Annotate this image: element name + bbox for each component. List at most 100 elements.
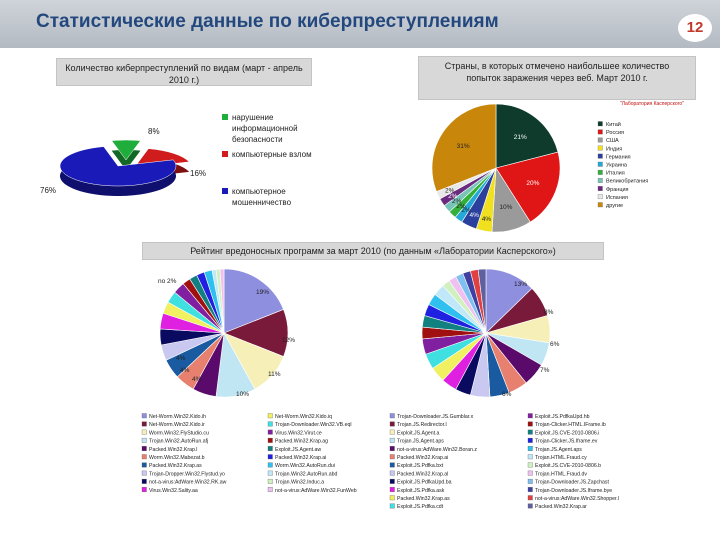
ranking-left-pie-slice <box>167 291 225 334</box>
ranking-right-legend-label: Exploit.JS.PdfkaUpd.ba <box>397 480 452 486</box>
chart2-legend-swatch <box>597 153 603 159</box>
ranking-right-legend-swatch <box>527 503 533 509</box>
chart2-slice <box>436 167 497 200</box>
ranking-left-legend-label: Packed.Win32.Krap.as <box>149 463 202 469</box>
chart1-legend-swatch <box>222 151 228 157</box>
chart2-value-label: 2% <box>445 187 455 194</box>
ranking-right-pie-slice <box>462 270 487 334</box>
ranking-right-pie-slice <box>421 332 487 355</box>
ranking-left-legend-swatch <box>267 478 273 484</box>
ranking-right-pie-slice <box>421 315 487 334</box>
ranking-right-pie-slice <box>485 332 527 394</box>
ranking-right-legend-swatch <box>527 454 533 460</box>
ranking-left-pie-slice <box>223 268 284 334</box>
title-bar <box>0 0 720 48</box>
page-number-badge: 12 <box>678 14 712 42</box>
chart2-legend-label: Германия <box>606 154 631 160</box>
ranking-left-pie-value-label: 10% <box>236 391 249 398</box>
chart2-legend-swatch <box>597 121 603 127</box>
chart2-value-label: 4% <box>469 212 479 219</box>
ranking-left-pie-slice <box>162 301 225 334</box>
chart2-slice <box>439 167 497 207</box>
ranking-right-legend-swatch <box>527 470 533 476</box>
ranking-left-legend-swatch <box>267 413 273 419</box>
ranking-left-legend-label: Net-Worm.Win32.Kido.ih <box>149 414 206 420</box>
chart2-countries-pie <box>431 103 561 233</box>
ranking-left-pie-value-label: 4% <box>180 367 190 374</box>
ranking-right-legend-swatch <box>389 503 395 509</box>
ranking-left-pie-value-label: 4% <box>192 376 202 383</box>
ranking-right-legend-label: not-a-virus:AdWare.Win32.Shopper.l <box>535 496 619 502</box>
ranking-left-legend-label: Trojan-Downloader.Win32.VB.eql <box>275 422 352 428</box>
ranking-left-legend-label: Trojan-Dropper.Win32.Flystud.yo <box>149 471 225 477</box>
ranking-right-legend-label: Exploit.JS.Agent.a <box>397 430 440 436</box>
chart2-slice <box>461 167 497 230</box>
chart2-legend-label: США <box>606 138 619 144</box>
ranking-right-pie-slice <box>485 332 542 384</box>
chart2-slice <box>475 167 497 233</box>
ranking-right-pie-slice <box>421 326 487 340</box>
ranking-right-pie-value-label: 6% <box>502 391 512 398</box>
ranking-left-legend-label: not-a-virus:AdWare.Win32.FunWeb <box>275 488 357 494</box>
chart2-legend-swatch <box>597 137 603 143</box>
chart1-slice-side <box>134 158 190 178</box>
chart2-legend-label: другие <box>606 203 623 209</box>
chart2-legend-swatch <box>597 129 603 135</box>
ranking-left-pie-value-label: no 2% <box>158 278 177 285</box>
ranking-left-legend-label: Trojan.Win32.AutoRun.abd <box>275 471 337 477</box>
ranking-right-legend-label: Trojan.JS.Agent.aps <box>535 447 582 453</box>
ranking-right-legend-label: Trojan.JS.Agent.aps <box>397 439 444 445</box>
ranking-right-legend-swatch <box>527 478 533 484</box>
ranking-left-legend-swatch <box>267 487 273 492</box>
chart1-slice <box>133 148 190 178</box>
ranking-right-legend-label: Exploit.JS.Pdfka.bxt <box>397 463 444 469</box>
chart2-legend-label: Индия <box>606 146 622 152</box>
ranking-left-legend-swatch <box>267 454 273 460</box>
chart2-legend-swatch <box>597 194 603 200</box>
ranking-right-legend-swatch <box>527 462 533 468</box>
ranking-left-pie-value-label: 4% <box>176 355 186 362</box>
chart1-slices <box>59 139 190 197</box>
chart2-value-label: 4% <box>482 216 492 223</box>
ranking-right-pie-value-label: 6% <box>550 341 560 348</box>
ranking-left-pie-slice <box>203 269 225 334</box>
chart2-legend-swatch <box>597 178 603 183</box>
ranking-left-legend-swatch <box>141 413 147 419</box>
ranking-right-legend-label: Trojan-Clicker.HTML.IFrame.ib <box>535 422 606 428</box>
ranking-right-legend-label: Trojan-Downloader.JS.Iframe.bye <box>535 488 612 494</box>
ranking-right-legend-swatch <box>389 421 395 427</box>
ranking-right-pie-slice <box>434 285 487 334</box>
chart1-slice-top <box>59 146 177 187</box>
chart1-legend-label: нарушение <box>232 113 274 122</box>
ranking-right-legend-swatch <box>389 478 395 484</box>
chart1-slice-top <box>133 148 190 169</box>
ranking-left-legend-label: Worm.Win32.FlyStudio.cu <box>149 430 209 436</box>
ranking-right-legend-swatch <box>389 454 395 460</box>
ranking-left-legend-label: Packed.Win32.Krap.ai <box>275 455 326 461</box>
chart1-legend-swatch <box>222 114 228 120</box>
ranking-left-legend-swatch <box>141 462 147 468</box>
chart1-legend-label: мошенничество <box>232 198 292 207</box>
chart1-legend-swatch <box>222 188 228 194</box>
ranking-right-pie-slice <box>442 332 487 390</box>
ranking-right-legend-swatch <box>389 470 395 476</box>
ranking-right-legend-label: Packed.Win32.Krap.as <box>397 496 450 502</box>
ranking-left-legend-label: Trojan.Win32.Induc.a <box>275 480 324 486</box>
ranking-right-legend-label: Trojan-Downloader.JS.Zapchast <box>535 480 609 486</box>
chart1-legend-label: компьютерное <box>232 187 286 196</box>
chart2-legend-swatch <box>597 145 603 151</box>
chart2-value-label: 20% <box>526 180 539 187</box>
ranking-right-legend-swatch <box>527 437 533 443</box>
ranking-right-legend-swatch <box>527 495 533 501</box>
ranking-left-pie-slice <box>159 328 225 346</box>
chart2-legend-swatch <box>597 161 603 167</box>
ranking-right-legend-swatch <box>527 487 533 492</box>
ranking-left-pie <box>159 268 289 398</box>
chart2-slice <box>443 167 497 213</box>
ranking-right-legend-swatch <box>527 421 533 427</box>
ranking-right-legend-label: Exploit.JS.Pdfka.ask <box>397 488 445 494</box>
chart2-value-label: 2% <box>461 207 471 214</box>
chart2-slice <box>454 167 497 223</box>
ranking-right-legend-swatch <box>389 446 395 451</box>
ranking-left-pie-slice <box>159 312 225 334</box>
